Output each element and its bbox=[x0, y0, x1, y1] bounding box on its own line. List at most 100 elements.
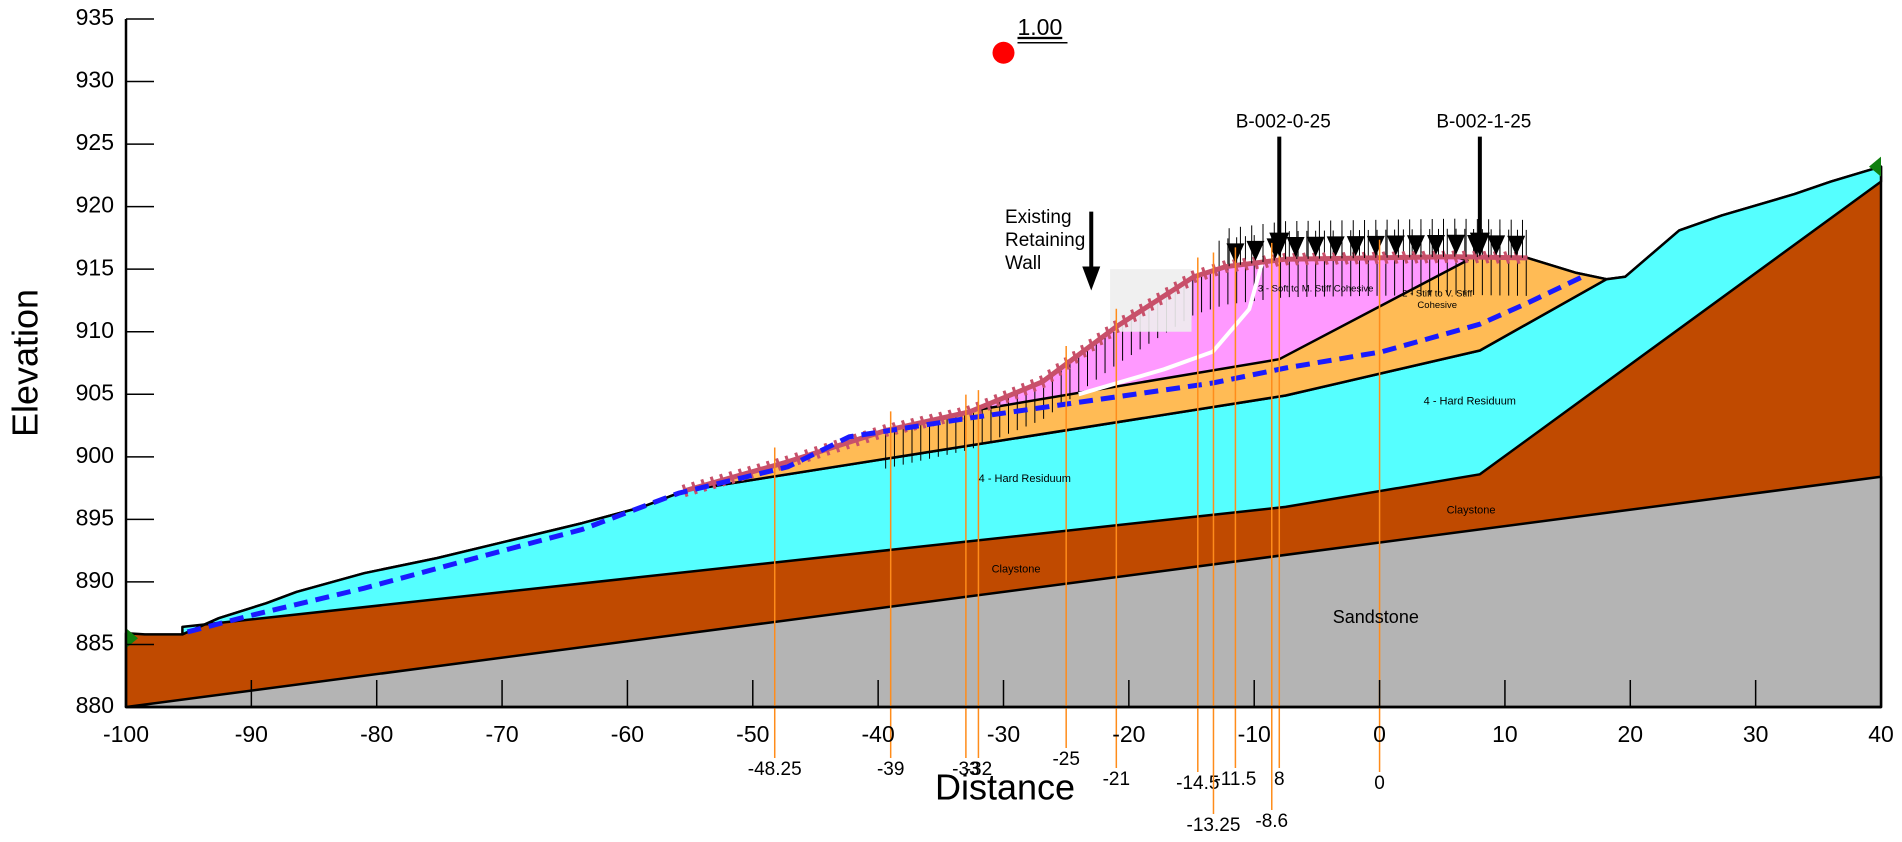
reinforcement-tick bbox=[747, 465, 754, 479]
load-arrow bbox=[1286, 237, 1305, 258]
borehole-arrowhead bbox=[1269, 232, 1290, 257]
reinforcement-tick bbox=[1138, 303, 1146, 317]
reinforcement-tick bbox=[872, 427, 880, 441]
reinforcement-tick bbox=[1011, 386, 1019, 400]
section-label: -21 bbox=[1103, 769, 1130, 790]
section-label: 0 bbox=[1374, 773, 1385, 794]
load-arrow bbox=[1507, 235, 1526, 256]
reinforcement-tick bbox=[919, 415, 927, 429]
layer-label: 2 - Stiff to V. Stiff bbox=[1402, 289, 1472, 300]
factor-of-safety: 1.00 bbox=[1018, 14, 1063, 40]
load-arrow bbox=[1306, 236, 1325, 257]
reinforcement-tick bbox=[1130, 309, 1138, 323]
load-arrow bbox=[1447, 234, 1466, 255]
y-tick-label: 890 bbox=[76, 567, 114, 593]
reinforcement-tick bbox=[1190, 270, 1198, 284]
reinforcement-tick bbox=[1055, 363, 1063, 377]
reinforcement-tick bbox=[1173, 281, 1181, 295]
layer-label: 4 - Hard Residuum bbox=[979, 473, 1071, 485]
reinforcement-tick bbox=[1311, 252, 1319, 266]
reinforcement-tick bbox=[1431, 250, 1439, 264]
section-label: -8.6 bbox=[1255, 811, 1288, 832]
wall-arrowhead bbox=[1082, 266, 1101, 291]
y-axis-title: Elevation bbox=[5, 289, 46, 437]
x-tick-label: 0 bbox=[1373, 721, 1386, 747]
slip-center bbox=[992, 41, 1015, 64]
reinforcement-tick bbox=[691, 481, 698, 495]
section-label: -33 bbox=[952, 759, 979, 780]
reinforcement-tick bbox=[1002, 390, 1010, 404]
reinforcement-tick bbox=[1029, 379, 1037, 392]
layer-label: Claystone bbox=[992, 563, 1041, 575]
section-label: -32 bbox=[965, 759, 992, 780]
reinforcement-tick bbox=[1047, 369, 1055, 383]
reinforcement-tick bbox=[775, 457, 782, 471]
reinforcement-tick bbox=[1201, 266, 1208, 280]
x-tick-label: -20 bbox=[1112, 721, 1145, 747]
borehole-label: B-002-0-25 bbox=[1236, 112, 1331, 133]
y-tick-label: 930 bbox=[76, 67, 114, 93]
reinforcement-tick bbox=[1121, 314, 1129, 328]
reinforcement-tick bbox=[1492, 250, 1500, 264]
load-arrow bbox=[1326, 236, 1345, 257]
section-label: -39 bbox=[877, 759, 904, 780]
reinforcement-tick bbox=[1472, 250, 1479, 264]
load-arrow bbox=[1426, 234, 1445, 255]
x-tick-label: -70 bbox=[485, 721, 518, 747]
reinforcement-tick bbox=[1242, 257, 1249, 271]
reinforcement-tick bbox=[1038, 375, 1046, 389]
y-tick-label: 885 bbox=[76, 630, 114, 656]
reinforcement-tick bbox=[1503, 251, 1511, 265]
reinforcement-tick bbox=[852, 433, 860, 447]
reinforcement-tick bbox=[1302, 252, 1309, 266]
x-tick-label: -50 bbox=[736, 721, 769, 747]
reinforcement-tick bbox=[794, 452, 802, 466]
section-label: -25 bbox=[1052, 749, 1079, 770]
y-tick-label: 900 bbox=[76, 442, 114, 468]
x-tick-label: 20 bbox=[1617, 721, 1643, 747]
borehole-label: B-002-1-25 bbox=[1436, 112, 1531, 133]
x-tick-label: 30 bbox=[1743, 721, 1769, 747]
reinforcement-tick bbox=[1391, 251, 1399, 265]
boundary-marker bbox=[1869, 156, 1881, 177]
y-tick-label: 880 bbox=[76, 692, 114, 718]
layer-label: Cohesive bbox=[1417, 300, 1457, 311]
reinforcement-tick bbox=[1421, 250, 1429, 264]
reinforcement-tick bbox=[1341, 251, 1349, 265]
reinforcement-tick bbox=[1331, 251, 1339, 265]
y-tick-label: 935 bbox=[76, 4, 114, 30]
x-tick-label: -60 bbox=[611, 721, 644, 747]
reinforcement-tick bbox=[1020, 382, 1028, 396]
boundary-marker bbox=[126, 628, 138, 649]
layer-label: Sandstone bbox=[1333, 607, 1419, 627]
reinforcement-tick bbox=[1411, 250, 1419, 264]
reinforcement-tick bbox=[1351, 251, 1359, 265]
reinforcement-tick bbox=[1461, 250, 1469, 264]
section-label: -11.5 bbox=[1214, 769, 1256, 790]
reinforcement-tick bbox=[1262, 255, 1269, 269]
piezometric-line bbox=[186, 274, 1584, 635]
x-tick-label: -30 bbox=[987, 721, 1020, 747]
reinforcement-tick bbox=[1321, 252, 1329, 266]
reinforcement-tick bbox=[1080, 344, 1087, 358]
load-arrow bbox=[1487, 235, 1506, 256]
reinforcement-tick bbox=[1156, 292, 1163, 306]
reinforcement-tick bbox=[1221, 260, 1229, 274]
reinforcement-tick bbox=[1252, 256, 1259, 270]
section-label: -13.25 bbox=[1187, 815, 1241, 836]
y-tick-label: 905 bbox=[76, 379, 114, 405]
x-tick-label: -90 bbox=[235, 721, 268, 747]
reinforcement-tick bbox=[1381, 251, 1389, 265]
reinforcement-tick bbox=[1164, 286, 1172, 300]
wall-label: Retaining bbox=[1005, 230, 1085, 251]
layer-label: 4 - Hard Residuum bbox=[1424, 396, 1516, 408]
section-label: 8 bbox=[1274, 769, 1285, 790]
y-tick-label: 915 bbox=[76, 254, 114, 280]
load-arrow bbox=[1386, 235, 1405, 256]
x-tick-label: 40 bbox=[1868, 721, 1894, 747]
reinforcement-tick bbox=[728, 471, 736, 484]
x-axis-title: Distance bbox=[935, 767, 1075, 808]
x-tick-label: -100 bbox=[103, 721, 149, 747]
